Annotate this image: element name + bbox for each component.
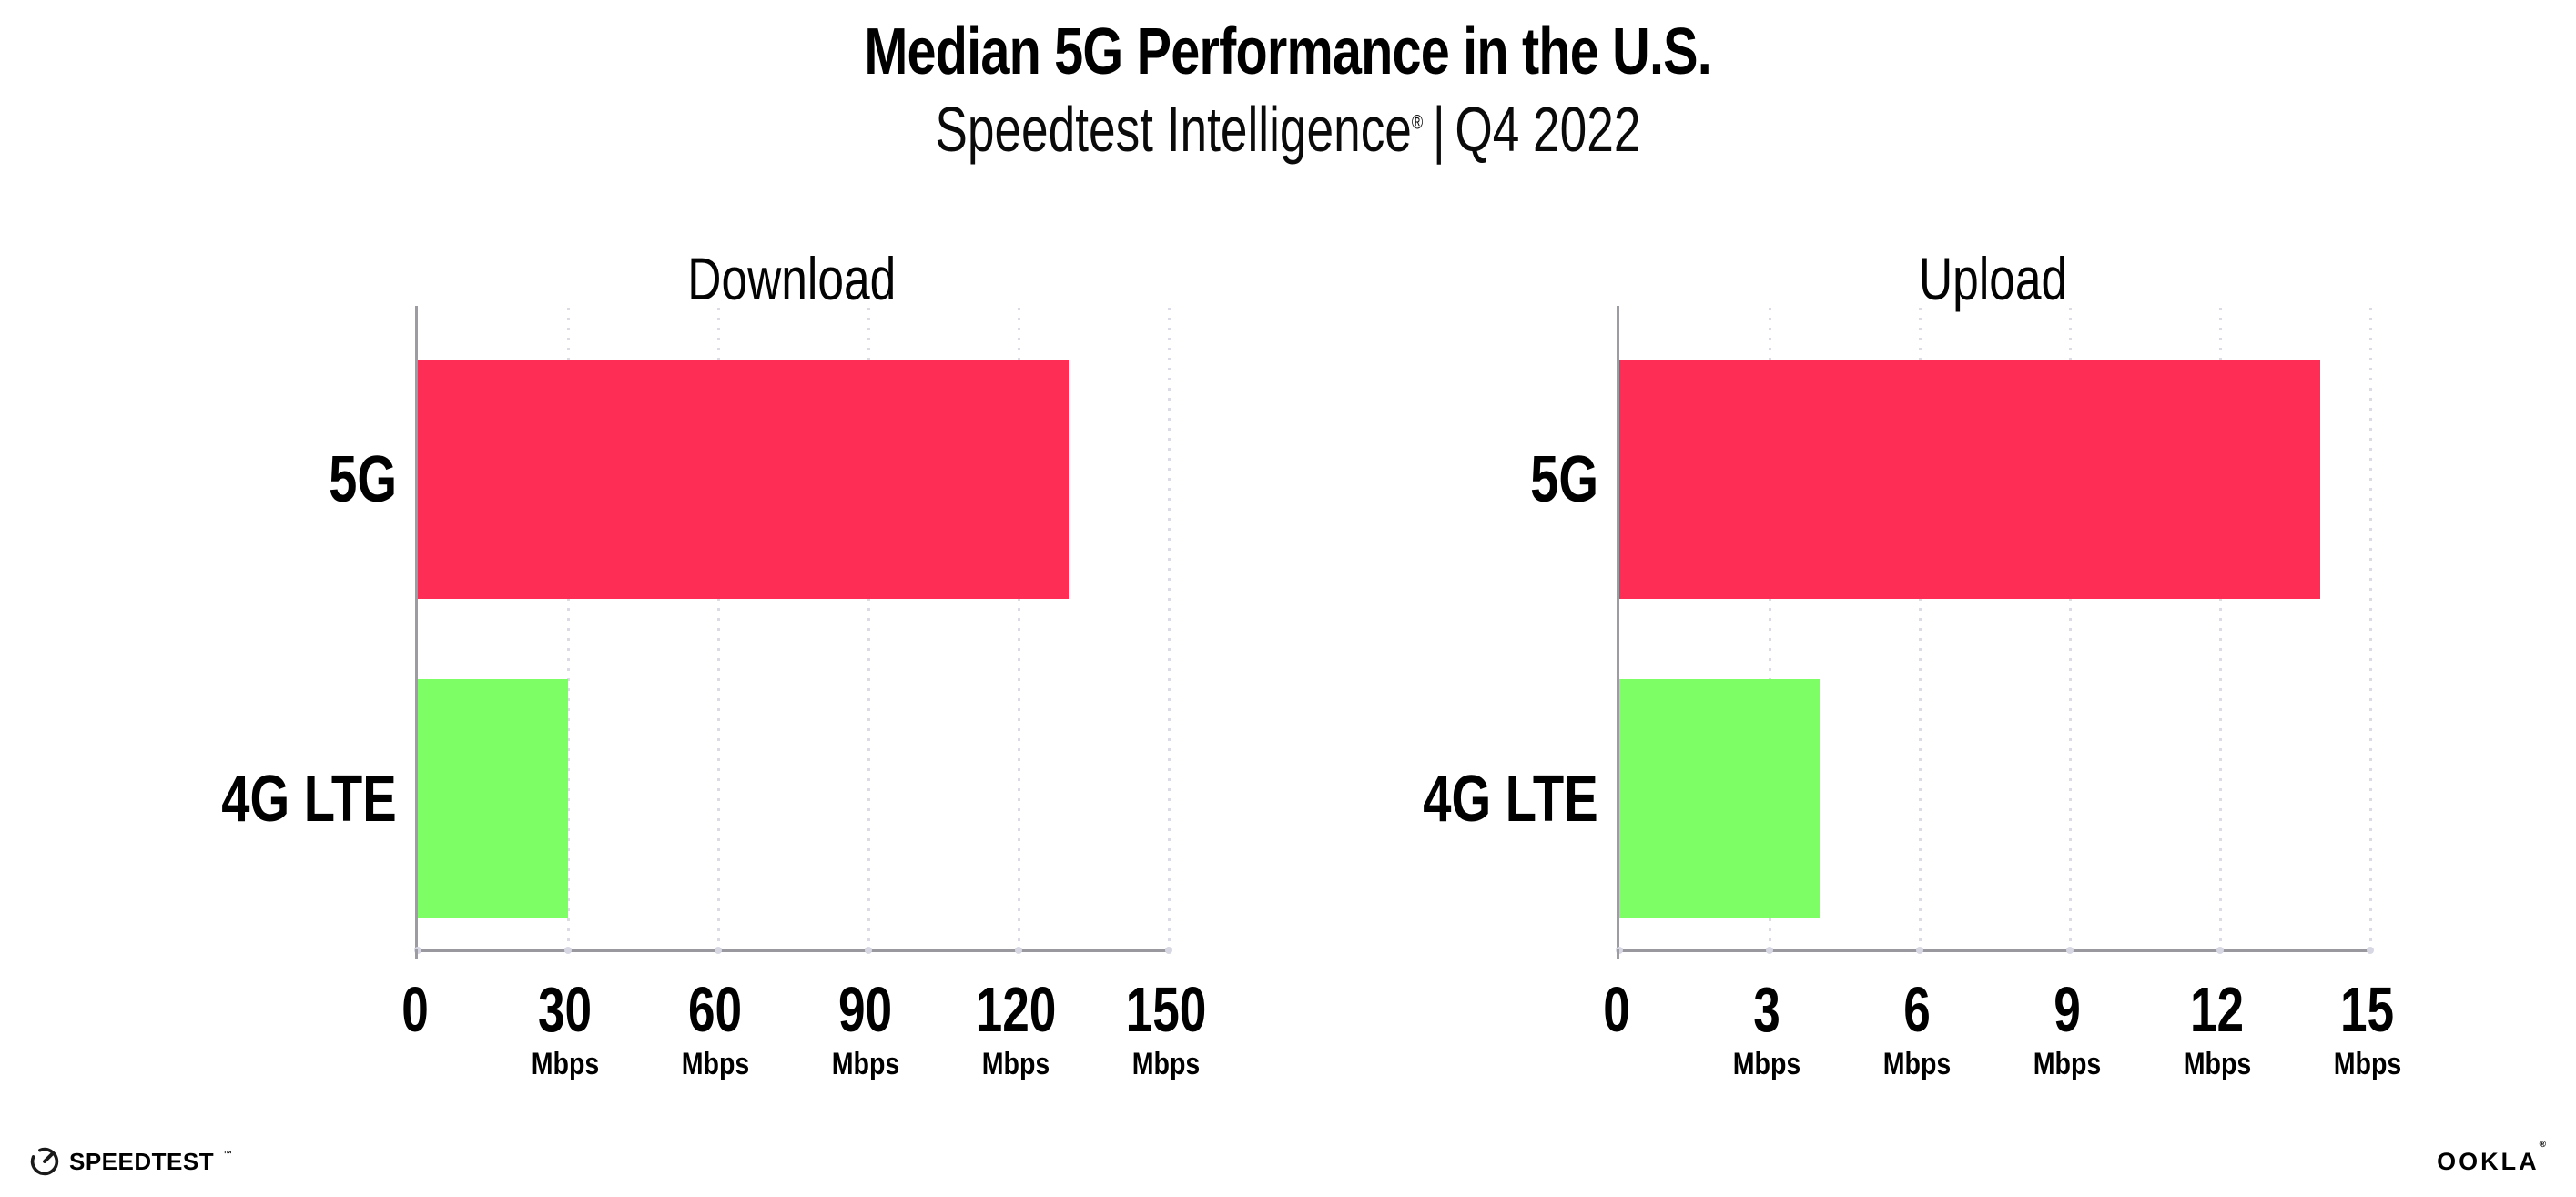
x-tick-label: 90 Mbps [826,978,907,1080]
axis-tick-dot [1015,947,1022,954]
axis-origin-tick [415,949,418,959]
axis-tick-dot [865,947,872,954]
axis-tick-dot [1616,947,1623,954]
trademark-mark-icon: ™ [223,1149,233,1160]
subtitle-period: Q4 2022 [1455,93,1641,165]
speedtest-logo: SPEEDTEST ™ [29,1146,232,1177]
bar-4g-lte [418,679,568,919]
axis-tick-dot [414,947,421,954]
x-tick-unit: Mbps [1882,1047,1952,1081]
subtitle-separator: | [1432,93,1445,165]
x-tick-unit: Mbps [531,1047,600,1081]
plot-area-upload [1616,306,2374,959]
x-tick-label: 0 [401,974,429,1045]
x-tick-unit: Mbps [831,1047,900,1081]
x-tick-label: 6 Mbps [1877,978,1958,1080]
category-axis-upload: 5G 4G LTE [1407,306,1617,952]
footer: SPEEDTEST ™ OOKLA® [29,1140,2549,1177]
x-tick-unit: Mbps [2183,1047,2252,1081]
chart-title-download: Download [687,245,897,312]
axis-tick-dot [2367,947,2374,954]
registered-mark-icon: ® [1411,110,1424,134]
speedtest-gauge-icon [30,1147,59,1176]
gridline [2069,308,2072,949]
x-tick-label: 15 Mbps [2328,978,2409,1080]
charts-row: Download 5G 4G LTE 0 30 Mbps 60 Mbps 90 Mbps 120… [206,244,2402,1125]
page-subtitle: Speedtest Intelligence® | Q4 2022 [0,96,2576,164]
category-label: 5G [329,442,397,516]
axis-tick-dot [2216,947,2224,954]
registered-mark-icon: ® [2539,1139,2549,1150]
x-tick-label: 120 Mbps [963,978,1070,1080]
subtitle-brand: Speedtest Intelligence [935,93,1412,165]
category-label: 4G LTE [1423,762,1598,836]
axis-origin-tick [1617,949,1619,959]
axis-tick-dot [2066,947,2074,954]
x-tick-unit: Mbps [2333,1047,2402,1081]
gridline [567,308,570,949]
x-tick-label: 60 Mbps [675,978,756,1080]
x-tick-unit: Mbps [1732,1047,1801,1081]
gridline [2219,308,2222,949]
gridline [717,308,720,949]
axis-tick-dot [564,947,572,954]
bar-4g-lte [1619,679,1820,919]
gridline [1168,308,1171,949]
bar-5g [1619,360,2320,600]
axis-tick-dot [715,947,722,954]
header: Median 5G Performance in the U.S. Speedt… [0,15,2576,164]
gridline [1769,308,1771,949]
page-title: Median 5G Performance in the U.S. [864,15,1712,88]
x-tick-label: 3 Mbps [1727,978,1808,1080]
chart-title-upload: Upload [1919,245,2068,312]
x-tick-label: 0 [1603,974,1630,1045]
x-axis-upload: 0 3 Mbps 6 Mbps 9 Mbps 12 Mbps 15 Mbps [1603,952,2401,1125]
axis-tick-dot [1916,947,1923,954]
x-tick-label: 12 Mbps [2177,978,2258,1080]
x-tick-unit: Mbps [681,1047,750,1081]
category-axis-download: 5G 4G LTE [206,306,415,952]
x-tick-label: 30 Mbps [525,978,606,1080]
category-label: 5G [1530,442,1598,516]
gridline [2369,308,2372,949]
gridline [1018,308,1020,949]
plot-area-download [414,306,1172,959]
gridline [1919,308,1922,949]
chart-panel-upload: Upload 5G 4G LTE 0 3 Mbps 6 Mbps 9 Mbps 12 Mbps 15… [1407,244,2402,1125]
axis-tick-dot [1165,947,1172,954]
axis-tick-dot [1766,947,1773,954]
speedtest-wordmark: SPEEDTEST [69,1147,215,1175]
x-tick-label: 9 Mbps [2027,978,2108,1080]
x-axis-download: 0 30 Mbps 60 Mbps 90 Mbps 120 Mbps 150 Mbps [401,952,1206,1125]
x-tick-unit: Mbps [981,1047,1050,1081]
bar-5g [418,360,1069,600]
x-tick-unit: Mbps [2033,1047,2102,1081]
ookla-logo: OOKLA® [2437,1140,2549,1176]
x-tick-unit: Mbps [1131,1047,1201,1081]
category-label: 4G LTE [221,762,397,836]
x-tick-label: 150 Mbps [1113,978,1220,1080]
chart-panel-download: Download 5G 4G LTE 0 30 Mbps 60 Mbps 90 Mbps 120… [206,244,1207,1125]
gridline [867,308,870,949]
ookla-wordmark: OOKLA [2437,1147,2540,1175]
